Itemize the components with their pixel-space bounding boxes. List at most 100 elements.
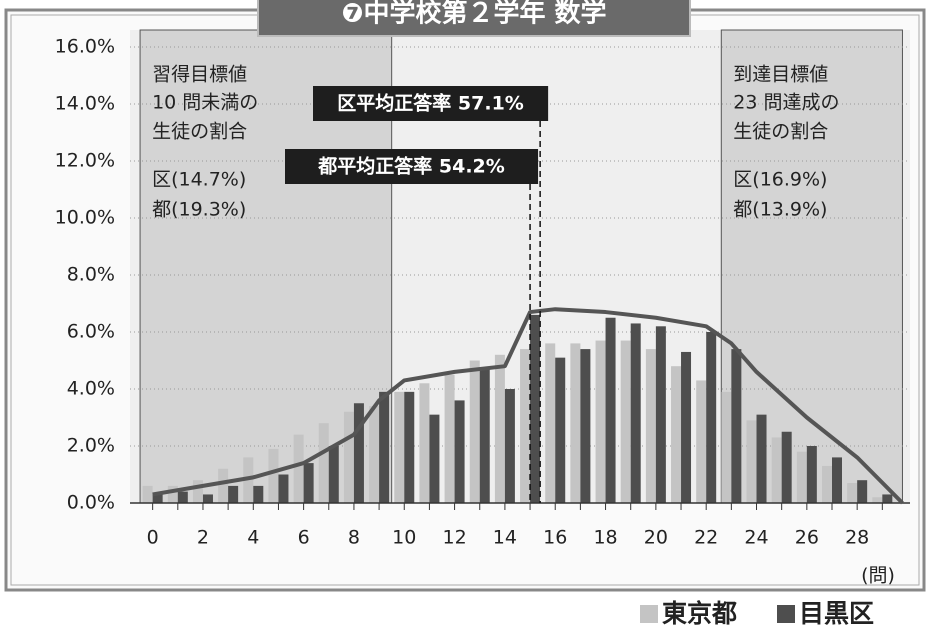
bar	[595, 340, 606, 503]
x-tick-label: 16	[543, 527, 567, 549]
bar	[394, 391, 405, 503]
bar	[655, 326, 666, 503]
bar	[696, 380, 707, 503]
bar	[671, 366, 682, 503]
legend-swatch	[777, 605, 795, 623]
bar	[731, 349, 742, 503]
bar	[847, 483, 858, 503]
legend-swatch	[640, 605, 658, 623]
x-tick-label: 24	[744, 527, 768, 549]
y-tick-label: 12.0%	[55, 150, 115, 172]
bar	[353, 403, 364, 503]
bar	[721, 391, 732, 503]
bar	[278, 474, 289, 503]
y-tick-label: 14.0%	[55, 93, 115, 115]
region-note: 習得目標値	[152, 64, 247, 86]
bar	[494, 354, 505, 503]
x-tick-label: 22	[694, 527, 718, 549]
bar	[142, 485, 153, 503]
bar	[419, 383, 430, 503]
x-tick-label: 12	[442, 527, 466, 549]
bar	[268, 448, 279, 503]
average-label: 都平均正答率 54.2%	[317, 155, 505, 178]
bar	[202, 494, 213, 503]
bar	[444, 374, 455, 503]
bar	[504, 389, 515, 503]
bar	[404, 391, 415, 503]
region-note: 到達目標値	[733, 64, 828, 86]
y-tick-label: 0.0%	[67, 492, 115, 514]
trend-line	[152, 307, 904, 505]
x-tick-label: 4	[247, 527, 259, 549]
x-tick-label: 26	[795, 527, 819, 549]
bar	[872, 497, 883, 503]
bar	[746, 420, 757, 503]
y-tick-label: 8.0%	[67, 264, 115, 286]
y-tick-label: 4.0%	[67, 378, 115, 400]
x-tick-label: 14	[493, 527, 517, 549]
bar	[857, 480, 868, 503]
bar	[771, 437, 782, 503]
bar	[152, 494, 163, 503]
chart-title: ❼中学校第２学年 数学	[341, 0, 606, 29]
x-axis-label: (問)	[861, 565, 895, 587]
bar	[167, 485, 178, 503]
bar	[479, 369, 490, 503]
bar	[580, 349, 591, 503]
region-note: 10 問未満の	[152, 92, 258, 114]
bar	[369, 406, 380, 503]
region-note: 都(13.9%)	[733, 199, 827, 221]
legend-label: 目黒区	[799, 599, 874, 628]
bar	[530, 314, 541, 503]
x-tick-label: 8	[348, 527, 360, 549]
x-tick-label: 0	[147, 527, 159, 549]
bar	[343, 411, 354, 503]
region-note: 区(16.9%)	[733, 169, 827, 191]
bar	[555, 357, 566, 503]
bar	[303, 463, 314, 503]
bar	[192, 480, 203, 503]
x-tick-label: 18	[593, 527, 617, 549]
bar	[520, 349, 531, 503]
bar	[253, 485, 264, 503]
bar	[293, 434, 304, 503]
bar	[570, 343, 581, 503]
bar	[605, 317, 616, 503]
bar	[630, 323, 641, 503]
x-tick-label: 10	[392, 527, 416, 549]
bar	[832, 457, 842, 503]
bar	[645, 349, 656, 503]
bar	[796, 451, 807, 503]
average-box	[313, 86, 549, 121]
x-tick-label: 28	[845, 527, 869, 549]
bar	[177, 491, 188, 503]
region-note: 都(19.3%)	[152, 199, 246, 221]
region-note: 生徒の割合	[733, 121, 828, 143]
bar	[706, 332, 717, 503]
x-tick-label: 6	[298, 527, 310, 549]
bar	[469, 360, 480, 503]
average-label: 区平均正答率 57.1%	[337, 92, 524, 115]
y-tick-label: 6.0%	[67, 321, 115, 343]
title-banner	[257, 0, 691, 37]
bar	[620, 340, 631, 503]
bar	[781, 431, 792, 503]
bar	[328, 446, 339, 503]
x-tick-label: 20	[644, 527, 668, 549]
bar	[545, 343, 556, 503]
bar	[681, 351, 692, 503]
y-tick-label: 2.0%	[67, 435, 115, 457]
bar	[318, 423, 329, 503]
bar	[228, 485, 239, 503]
y-tick-label: 10.0%	[55, 207, 115, 229]
region-note: 生徒の割合	[152, 121, 247, 143]
y-tick-label: 16.0%	[55, 36, 115, 58]
bar	[218, 468, 229, 503]
bar	[806, 446, 817, 503]
bar	[822, 465, 832, 503]
bar	[379, 391, 390, 503]
bar	[429, 414, 440, 503]
bar	[756, 414, 767, 503]
